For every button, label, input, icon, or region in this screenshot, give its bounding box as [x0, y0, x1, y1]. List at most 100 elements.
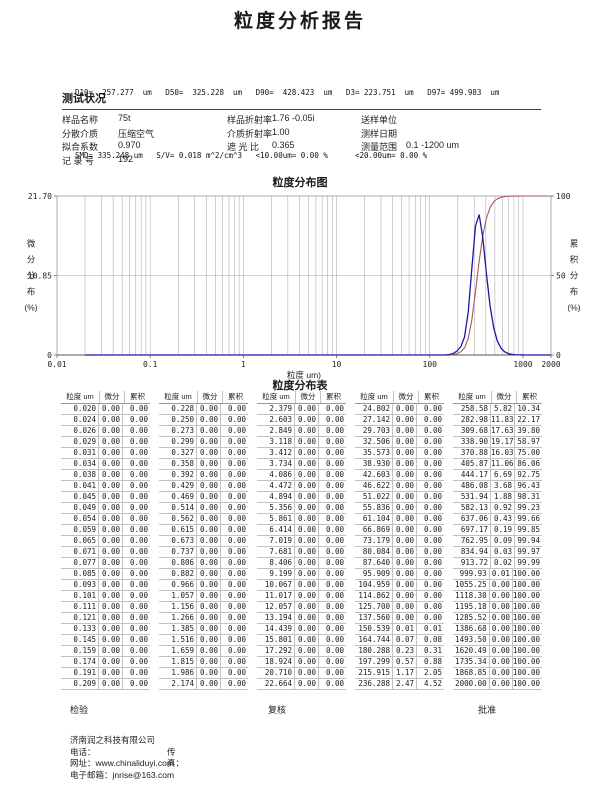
table-cell-cumulative: 0.00: [227, 525, 246, 534]
table-cell-cumulative: 0.00: [423, 558, 442, 567]
table-cell-cumulative: 100.00: [512, 679, 540, 688]
table-cell-differential: 0.00: [295, 470, 319, 480]
table-cell-size: 2000.00: [453, 679, 490, 689]
website-value: www.chinaliduyi.com: [95, 758, 174, 768]
table-row: 0.358 0.00 0.00: [159, 459, 248, 470]
table-row: 0.121 0.00 0.00: [61, 613, 150, 624]
table-cell-cumulative: 0.00: [129, 569, 148, 578]
table-header-cell: 粒度 um: [453, 391, 492, 403]
table-row: 1620.49 0.00 100.00: [453, 646, 542, 657]
table-cell-differential: 0.00: [295, 558, 319, 568]
table-cell-differential: 17.63: [491, 426, 515, 436]
table-cell-size: 13.194: [257, 613, 295, 623]
table-cell-size: 2.379: [257, 404, 295, 414]
table-row: 0.327 0.00 0.00: [159, 448, 248, 459]
table-row: 10.067 0.00 0.00: [257, 580, 346, 591]
table-cell-differential: 0.00: [295, 426, 319, 436]
table-row: 3.118 0.00 0.00: [257, 437, 346, 448]
table-header-cell: 微分: [492, 391, 517, 403]
condition-label: 测量范围: [361, 142, 398, 152]
table-row: 61.104 0.00 0.00: [355, 514, 444, 525]
table-cell-size: 87.640: [355, 558, 393, 568]
table-cell-size: 0.882: [159, 569, 197, 579]
table-cell-cumulative: 0.00: [129, 448, 148, 457]
table-row: 0.615 0.00 0.00: [159, 525, 248, 536]
table-cell-cumulative: 4.52: [423, 679, 442, 688]
table-cell-differential: 0.00: [295, 536, 319, 546]
table-cell-size: 0.133: [61, 624, 99, 634]
table-row: 2000.00 0.00 100.00: [453, 679, 542, 690]
table-cell-differential: 0.00: [99, 448, 123, 458]
table-row: 197.299 0.57 0.88: [355, 657, 444, 668]
table-cell-cumulative: 0.00: [227, 437, 246, 446]
condition-value: 0.1 -1200 um: [406, 140, 460, 150]
table-cell-size: 0.174: [61, 657, 99, 667]
table-row: 0.038 0.00 0.00: [61, 470, 150, 481]
table-cell-differential: 0.00: [99, 525, 123, 535]
table-cell-differential: 0.00: [197, 503, 221, 513]
table-cell-cumulative: 0.00: [325, 679, 344, 688]
table-cell-cumulative: 0.00: [129, 404, 148, 413]
summary-stats: D10= 257.277 um D50= 325.228 um D90= 428…: [75, 40, 499, 208]
table-row: 0.045 0.00 0.00: [61, 492, 150, 503]
table-row: 137.560 0.00 0.00: [355, 613, 444, 624]
table-cell-differential: 0.00: [99, 404, 123, 414]
table-cell-differential: 0.01: [490, 569, 513, 579]
table-cell-differential: 0.00: [393, 448, 417, 458]
table-row: 0.054 0.00 0.00: [61, 514, 150, 525]
table-cell-differential: 0.00: [295, 624, 319, 634]
table-cell-differential: 0.00: [490, 613, 513, 623]
table-cell-cumulative: 0.00: [325, 514, 344, 523]
company-email-row: 电子邮箱：jnrise@163.com: [70, 770, 174, 782]
table-cell-differential: 0.00: [393, 514, 417, 524]
table-cell-cumulative: 0.00: [423, 448, 442, 457]
table-row: 215.915 1.17 2.05: [355, 668, 444, 679]
table-row: 0.273 0.00 0.00: [159, 426, 248, 437]
svg-text:21.70: 21.70: [28, 192, 52, 201]
phone-label: 电话：: [70, 746, 96, 757]
table-cell-differential: 0.00: [99, 459, 123, 469]
table-cell-size: 0.020: [61, 404, 99, 414]
table-row: 258.58 5.82 10.34: [453, 404, 542, 415]
condition-label: 记 录 号: [62, 155, 95, 166]
table-cell-size: 215.915: [355, 668, 393, 678]
table-row: 0.514 0.00 0.00: [159, 503, 248, 514]
table-row: 7.019 0.00 0.00: [257, 536, 346, 547]
svg-text:100: 100: [556, 192, 571, 201]
table-cell-cumulative: 0.00: [129, 481, 148, 490]
table-row: 282.98 11.83 22.17: [453, 415, 542, 426]
table-cell-size: 3.412: [257, 448, 295, 458]
table-cell-size: 697.17: [453, 525, 491, 535]
table-row: 0.093 0.00 0.00: [61, 580, 150, 591]
table-cell-cumulative: 0.00: [129, 624, 148, 633]
svg-text:累: 累: [570, 239, 579, 249]
table-cell-cumulative: 0.00: [423, 591, 442, 600]
table-cell-differential: 0.00: [393, 415, 417, 425]
table-row: 51.022 0.00 0.00: [355, 492, 444, 503]
svg-text:布: 布: [27, 287, 36, 297]
table-cell-differential: 0.00: [99, 624, 123, 634]
table-row: 1.986 0.00 0.00: [159, 668, 248, 679]
table-cell-size: 2.603: [257, 415, 295, 425]
table-cell-cumulative: 0.00: [129, 525, 148, 534]
table-row: 27.142 0.00 0.00: [355, 415, 444, 426]
test-conditions-rows: 样品名称 75t 样品折射率 1.76 -0.05i 送样单位 分散介质 压缩空气 介质折射率…: [62, 113, 541, 167]
table-cell-differential: 0.00: [295, 591, 319, 601]
table-cell-differential: 0.00: [393, 591, 417, 601]
table-row: 55.836 0.00 0.00: [355, 503, 444, 514]
chart-title: 粒度分布图: [272, 177, 328, 189]
table-cell-size: 104.959: [355, 580, 393, 590]
table-cell-cumulative: 0.00: [325, 492, 344, 501]
table-row: 0.966 0.00 0.00: [159, 580, 248, 591]
table-cell-differential: 0.00: [99, 547, 123, 557]
table-cell-size: 405.87: [453, 459, 491, 469]
table-cell-differential: 1.17: [393, 668, 417, 678]
table-cell-cumulative: 0.00: [129, 646, 148, 655]
table-cell-differential: 6.69: [491, 470, 515, 480]
table-row: 309.68 17.63 39.80: [453, 426, 542, 437]
table-cell-size: 2.174: [159, 679, 197, 689]
table-cell-cumulative: 0.00: [423, 426, 442, 435]
differential-curve: [85, 214, 551, 356]
table-cell-differential: 0.43: [491, 514, 515, 524]
table-row: 0.024 0.00 0.00: [61, 415, 150, 426]
